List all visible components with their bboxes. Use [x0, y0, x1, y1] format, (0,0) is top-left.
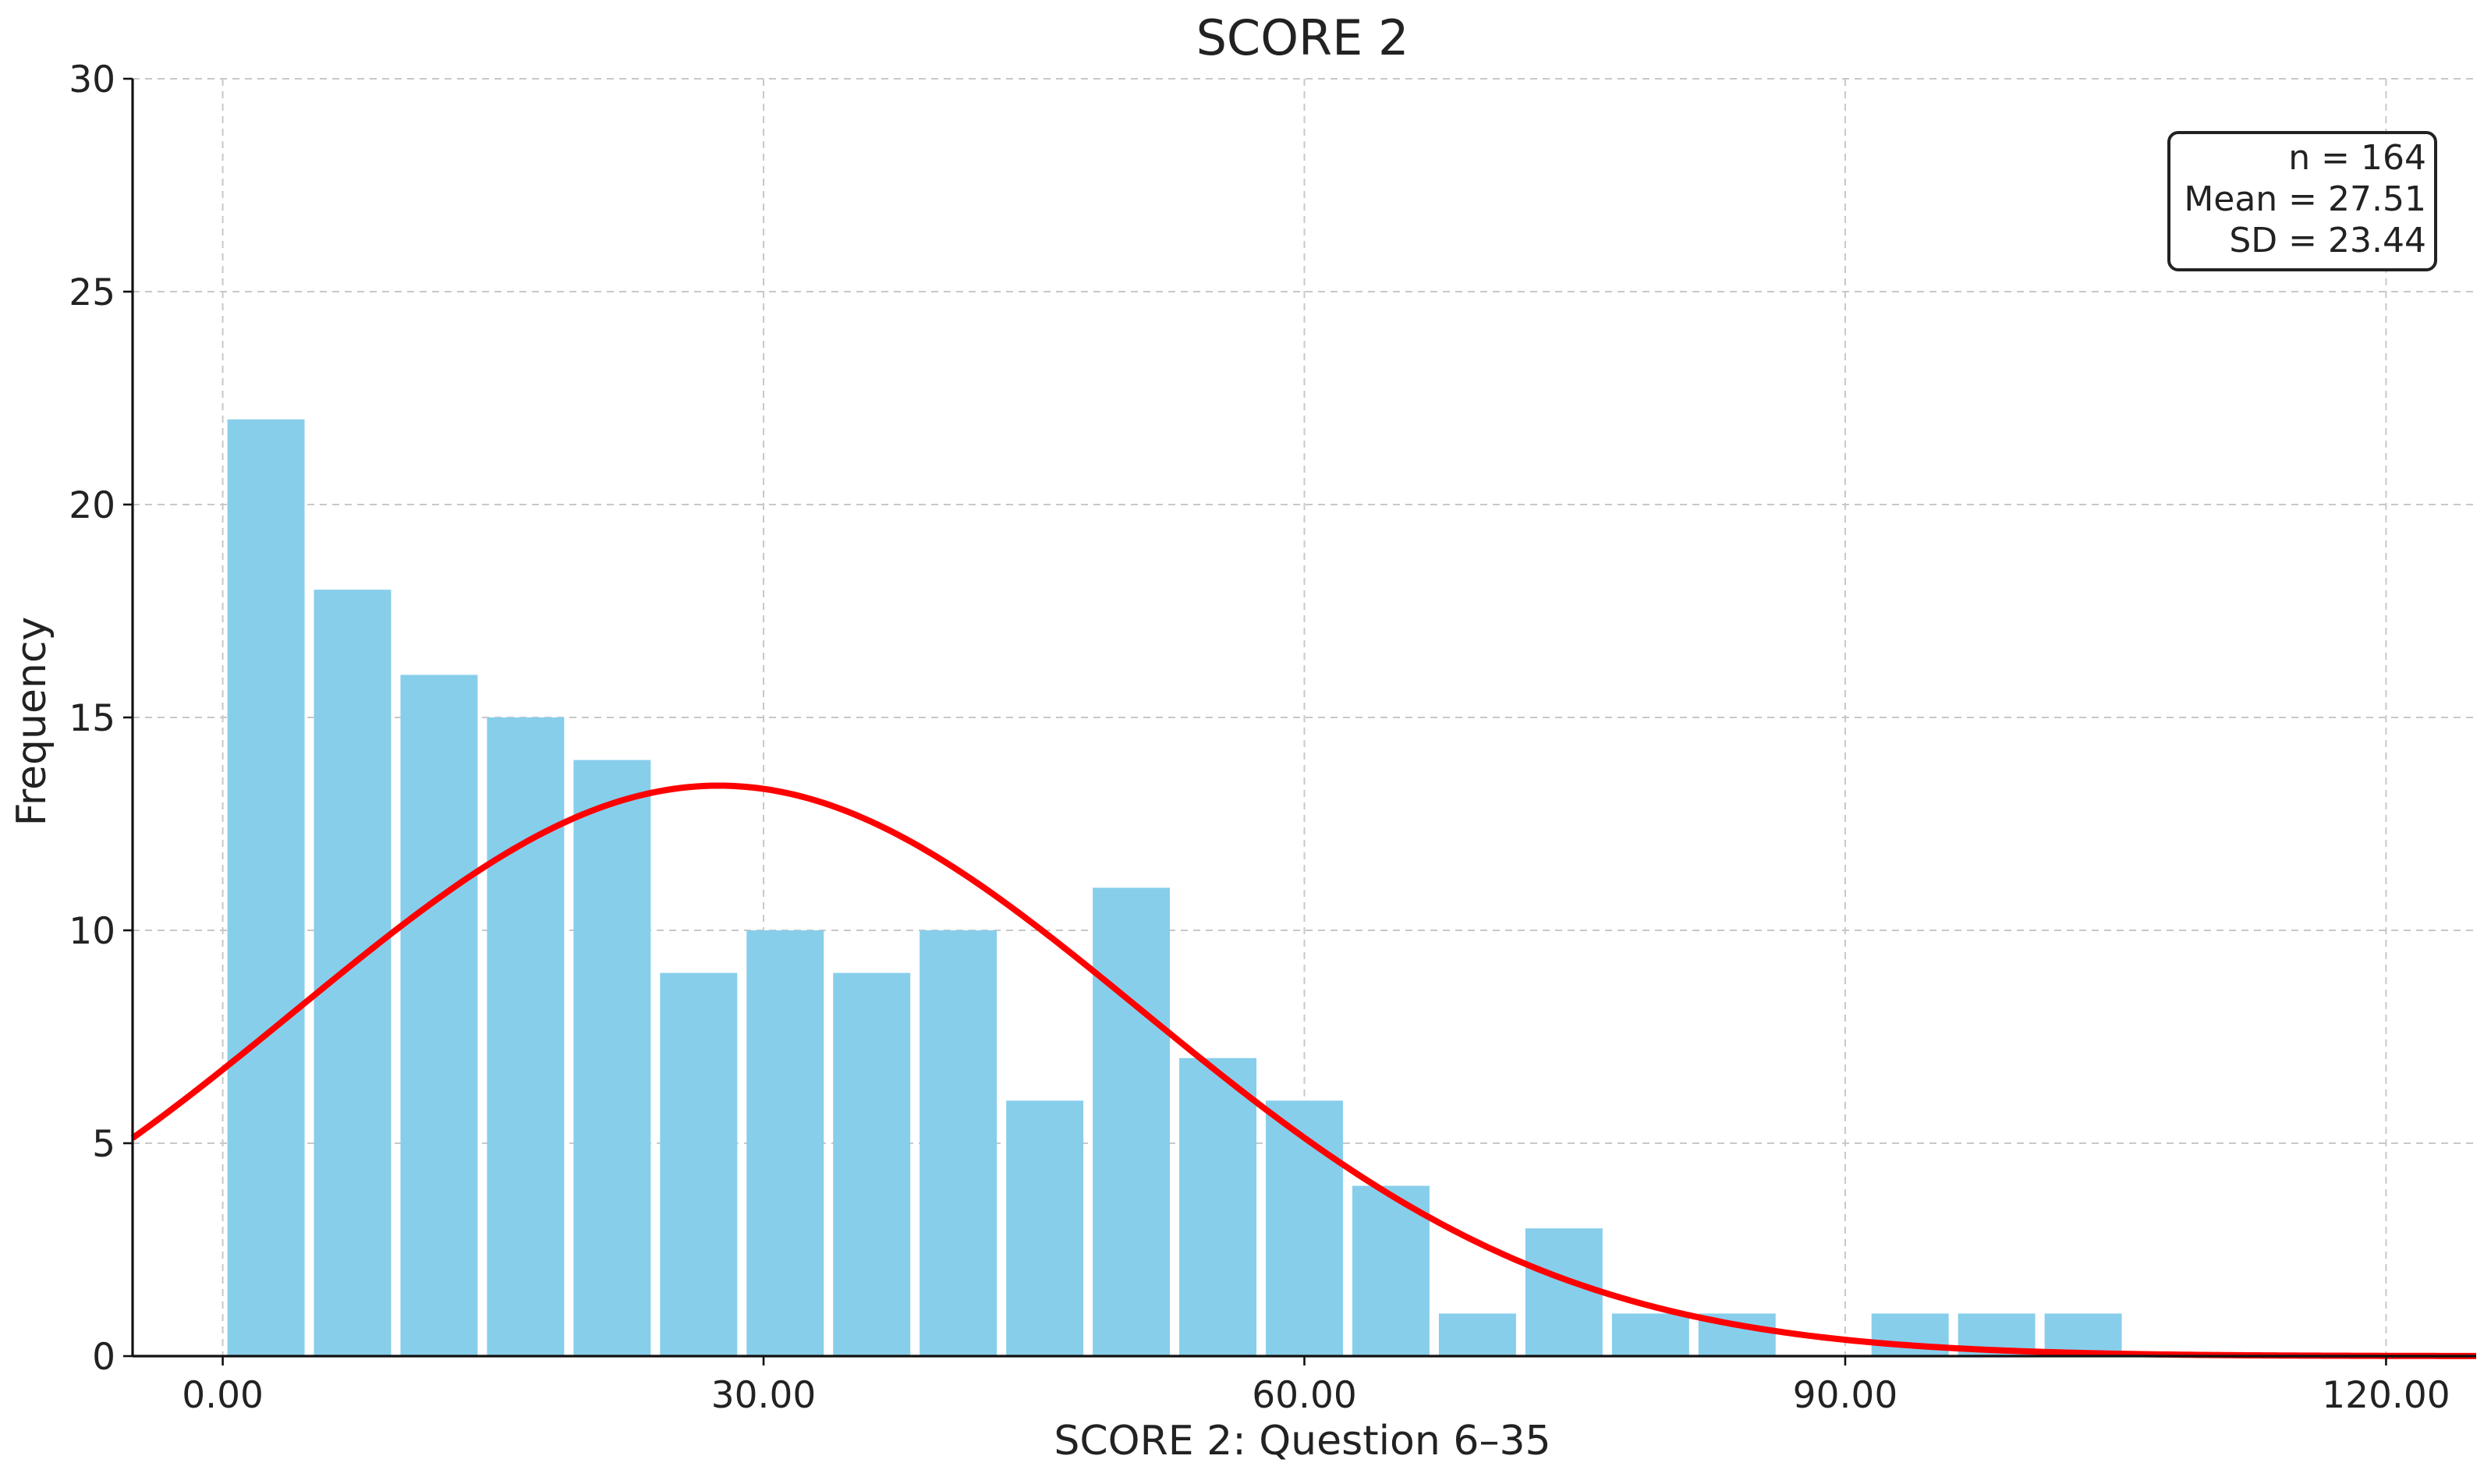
- histogram-bar: [1438, 1313, 1516, 1356]
- stats-sd: SD = 23.44: [2229, 221, 2426, 260]
- y-tick-label: 5: [92, 1123, 115, 1166]
- histogram-bar: [400, 675, 478, 1356]
- y-tick-label: 20: [69, 484, 115, 527]
- histogram-bar: [314, 590, 392, 1356]
- histogram-bar: [660, 972, 738, 1356]
- stats-box: n = 164 Mean = 27.51 SD = 23.44: [2167, 131, 2437, 271]
- axis-layer: 0.00 30.00 60.00 90.00 120.00 0 5 10 15 20 25 30: [69, 58, 2476, 1417]
- histogram-bar: [746, 930, 824, 1356]
- histogram-bar: [227, 419, 305, 1356]
- chart-title: SCORE 2: [1196, 9, 1409, 66]
- y-tick-label: 15: [69, 697, 115, 740]
- y-tick-label: 10: [69, 910, 115, 953]
- stats-n: n = 164: [2288, 138, 2426, 178]
- bar-layer: [227, 419, 2122, 1356]
- stats-mean: Mean = 27.51: [2184, 179, 2426, 219]
- histogram-bar: [2044, 1313, 2122, 1356]
- y-tick-label: 30: [69, 58, 115, 101]
- y-tick-label: 25: [69, 271, 115, 314]
- histogram-bar: [1611, 1313, 1689, 1356]
- stats-box-frame: [2167, 131, 2437, 271]
- curve-layer: [130, 782, 2477, 1359]
- histogram-bar: [1525, 1228, 1603, 1356]
- histogram-bar: [920, 930, 997, 1356]
- x-tick-label: 60.00: [1252, 1374, 1357, 1417]
- label-layer: SCORE 2 SCORE 2: Question 6–35 Frequency: [9, 9, 1551, 1465]
- y-axis-title: Frequency: [9, 617, 55, 827]
- histogram-bar: [1179, 1057, 1257, 1356]
- y-tick-label: 0: [92, 1336, 115, 1379]
- histogram-bar: [487, 717, 565, 1356]
- histogram-bar: [1093, 887, 1171, 1356]
- x-tick-label: 90.00: [1793, 1374, 1898, 1417]
- x-tick-label: 30.00: [711, 1374, 817, 1417]
- histogram-bar: [833, 972, 911, 1356]
- histogram-bar: [1266, 1100, 1343, 1356]
- x-tick-label: 120.00: [2322, 1374, 2450, 1417]
- histogram-bar: [1352, 1185, 1430, 1356]
- histogram-bar: [573, 760, 651, 1356]
- x-tick-label: 0.00: [182, 1374, 264, 1417]
- x-axis-title: SCORE 2: Question 6–35: [1054, 1418, 1550, 1465]
- histogram-bar: [1006, 1100, 1084, 1356]
- normal-curve: [130, 782, 2477, 1359]
